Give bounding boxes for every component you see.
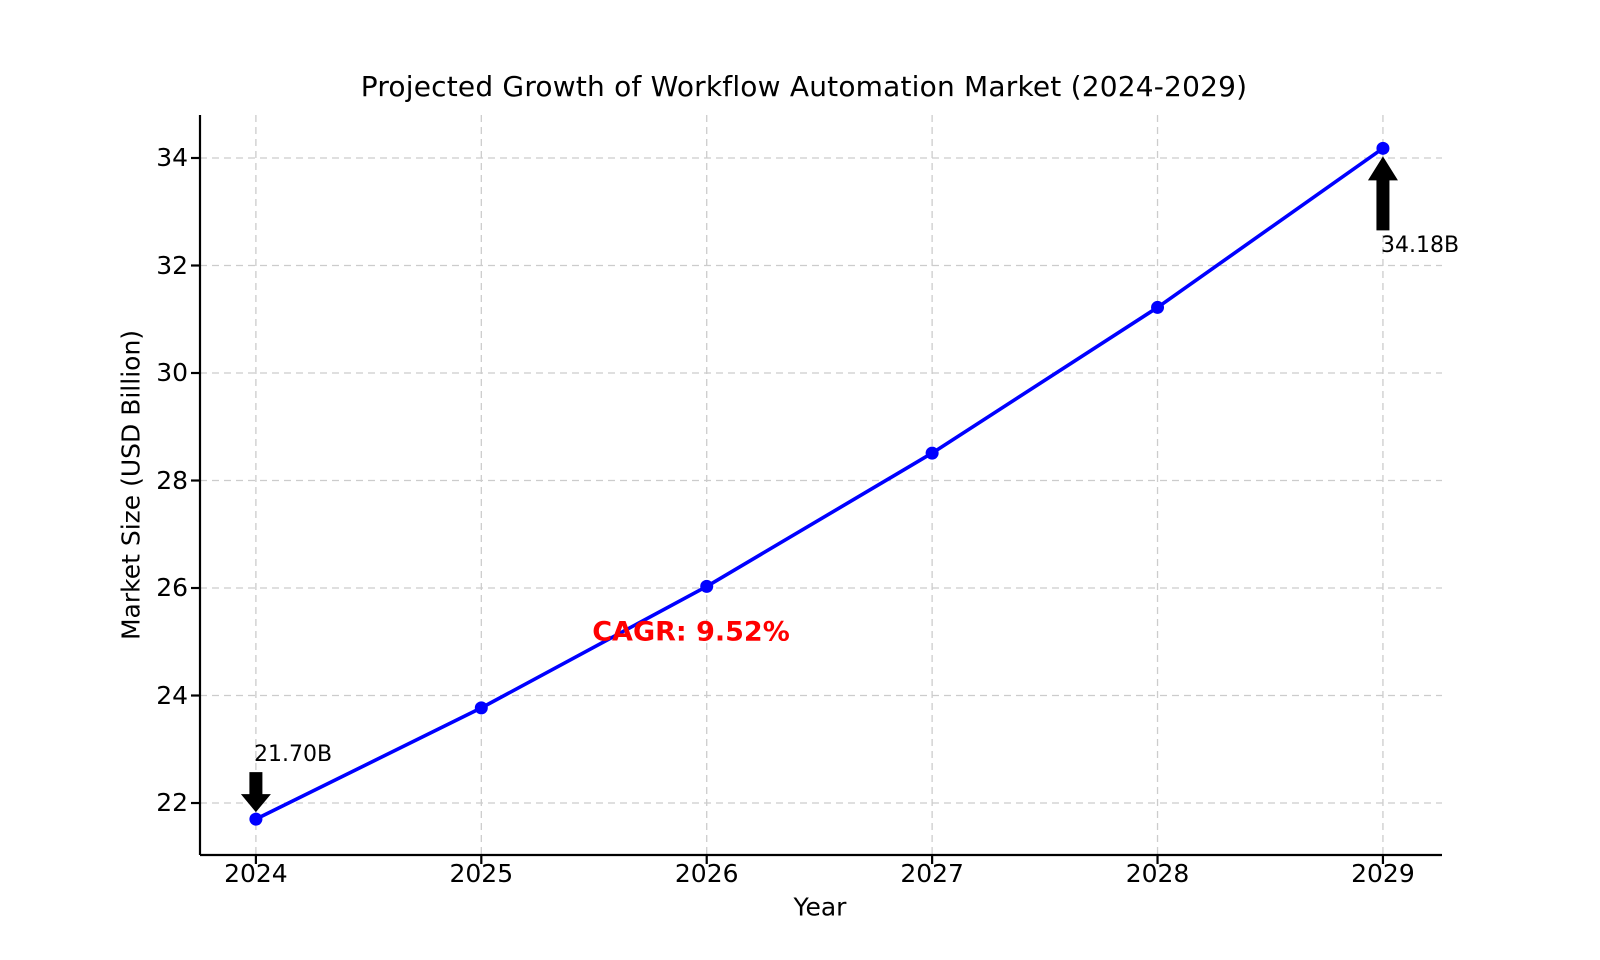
x-tick-label: 2028 [1125, 859, 1190, 888]
series-line [254, 146, 1385, 821]
end-annotation-arrow-icon [1367, 156, 1398, 231]
y-tick-label: 32 [156, 250, 188, 280]
x-axis-label: Year [793, 892, 847, 922]
y-tick-label: 34 [156, 143, 188, 172]
data-point-marker [1376, 141, 1390, 155]
y-tick-label: 30 [156, 358, 188, 387]
data-point-marker [249, 812, 263, 826]
x-tick-label: 2029 [1351, 859, 1415, 888]
chart-title: Projected Growth of Workflow Automation … [360, 70, 1248, 103]
y-tick-label: 28 [156, 465, 188, 495]
data-point-marker [474, 701, 488, 715]
x-tick-label: 2027 [900, 859, 964, 888]
x-tick-label: 2026 [674, 859, 739, 888]
start-value-annotation: 21.70B [254, 742, 333, 767]
y-tick-label: 26 [156, 573, 188, 602]
cagr-annotation: CAGR: 9.52% [592, 616, 790, 648]
data-point-marker [700, 579, 714, 593]
start-annotation-arrow-icon [240, 772, 271, 813]
data-point-marker [925, 446, 939, 460]
x-tick-label: 2025 [449, 859, 514, 888]
x-tick-label: 2024 [224, 859, 288, 888]
data-point-marker [1151, 300, 1165, 314]
end-value-annotation: 34.18B [1381, 233, 1460, 258]
y-tick-label: 22 [156, 788, 188, 818]
y-tick-label: 24 [156, 680, 188, 710]
